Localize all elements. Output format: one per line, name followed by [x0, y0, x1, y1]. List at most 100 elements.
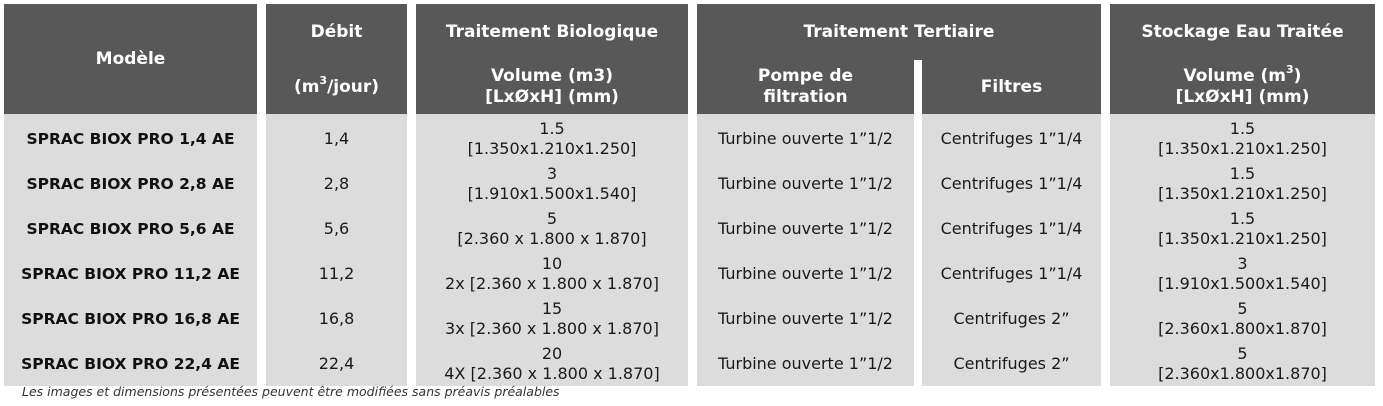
bio-volume: 15 [541, 298, 563, 318]
header-bio-sub-line1: Volume (m3) [490, 66, 614, 86]
bio-dimensions: [1.350x1.210x1.250] [467, 138, 637, 158]
bio-dimensions: 3x [2.360 x 1.800 x 1.870] [445, 318, 659, 338]
table-cell-model: SPRAC BIOX PRO 5,6 AE [4, 206, 257, 251]
table-cell-flow: 2,8 [266, 161, 407, 206]
storage-dimensions: [2.360x1.800x1.870] [1158, 318, 1327, 338]
table-cell-model: SPRAC BIOX PRO 22,4 AE [4, 341, 257, 386]
table-cell-sto: 1.5 [1.350x1.210x1.250] [1110, 206, 1375, 251]
table-cell-flow: 5,6 [266, 206, 407, 251]
table-cell-sto: 5 [2.360x1.800x1.870] [1110, 296, 1375, 341]
bio-volume: 10 [541, 253, 563, 273]
header-flow-title: Débit [266, 4, 407, 60]
pump-value: Turbine ouverte 1”1/2 [718, 308, 893, 328]
filters-value: Centrifuges 1”1/4 [940, 263, 1083, 283]
footnote: Les images et dimensions présentées peuv… [22, 384, 560, 399]
body-bio-column [416, 114, 688, 386]
table-cell-filters: Centrifuges 1”1/4 [922, 251, 1101, 296]
table-cell-filters: Centrifuges 1”1/4 [922, 161, 1101, 206]
header-flow-unit-label: (m3/jour) [293, 73, 380, 97]
bio-volume: 3 [546, 163, 558, 183]
body-pump-column [697, 114, 914, 386]
table-cell-bio: 20 4X [2.360 x 1.800 x 1.870] [416, 341, 688, 386]
model-value: SPRAC BIOX PRO 22,4 AE [21, 354, 240, 373]
table-cell-filters: Centrifuges 2” [922, 296, 1101, 341]
table-cell-flow: 16,8 [266, 296, 407, 341]
header-bio-sub: Volume (m3) [LxØxH] (mm) [416, 60, 688, 114]
flow-value: 1,4 [323, 128, 350, 148]
table-cell-bio: 10 2x [2.360 x 1.800 x 1.870] [416, 251, 688, 296]
header-model-label: Modèle [95, 48, 166, 69]
header-bio-title: Traitement Biologique [416, 4, 688, 60]
bio-dimensions: 4X [2.360 x 1.800 x 1.870] [444, 363, 660, 383]
body-flow-column [266, 114, 407, 386]
header-tertiary-title-label: Traitement Tertiaire [803, 21, 995, 42]
table-cell-pump: Turbine ouverte 1”1/2 [697, 116, 914, 161]
filters-value: Centrifuges 2” [953, 353, 1070, 373]
storage-dimensions: [1.350x1.210x1.250] [1158, 183, 1327, 203]
storage-volume: 1.5 [1229, 163, 1256, 183]
table-cell-filters: Centrifuges 1”1/4 [922, 206, 1101, 251]
storage-dimensions: [2.360x1.800x1.870] [1158, 363, 1327, 383]
pump-value: Turbine ouverte 1”1/2 [718, 128, 893, 148]
header-bio-sub-line2: [LxØxH] (mm) [485, 87, 619, 107]
table-cell-model: SPRAC BIOX PRO 1,4 AE [4, 116, 257, 161]
table-cell-pump: Turbine ouverte 1”1/2 [697, 251, 914, 296]
table-cell-flow: 11,2 [266, 251, 407, 296]
header-tertiary-title: Traitement Tertiaire [697, 4, 1101, 60]
header-filters-label: Filtres [980, 76, 1043, 97]
bio-dimensions: [2.360 x 1.800 x 1.870] [457, 228, 647, 248]
table-cell-pump: Turbine ouverte 1”1/2 [697, 161, 914, 206]
table-cell-pump: Turbine ouverte 1”1/2 [697, 206, 914, 251]
table-cell-model: SPRAC BIOX PRO 11,2 AE [4, 251, 257, 296]
model-value: SPRAC BIOX PRO 1,4 AE [26, 129, 235, 148]
bio-volume: 20 [541, 343, 563, 363]
table-cell-sto: 1.5 [1.350x1.210x1.250] [1110, 161, 1375, 206]
table-cell-bio: 5 [2.360 x 1.800 x 1.870] [416, 206, 688, 251]
filters-value: Centrifuges 1”1/4 [940, 218, 1083, 238]
table-cell-model: SPRAC BIOX PRO 2,8 AE [4, 161, 257, 206]
table-cell-filters: Centrifuges 2” [922, 341, 1101, 386]
header-storage-sub-line1: Volume (m3) [1183, 63, 1302, 86]
table-cell-bio: 3 [1.910x1.500x1.540] [416, 161, 688, 206]
table-cell-bio: 1.5 [1.350x1.210x1.250] [416, 116, 688, 161]
header-storage-sub: Volume (m3) [LxØxH] (mm) [1110, 60, 1375, 114]
flow-value: 22,4 [318, 353, 355, 373]
table-cell-sto: 5 [2.360x1.800x1.870] [1110, 341, 1375, 386]
filters-value: Centrifuges 2” [953, 308, 1070, 328]
storage-volume: 5 [1237, 343, 1248, 363]
model-value: SPRAC BIOX PRO 2,8 AE [26, 174, 235, 193]
header-pump-line2: filtration [763, 87, 848, 107]
header-bio-title-label: Traitement Biologique [445, 21, 659, 42]
header-storage-sub-line2: [LxØxH] (mm) [1175, 87, 1310, 107]
header-flow-unit: (m3/jour) [266, 60, 407, 114]
header-model: Modèle [4, 4, 257, 114]
table-cell-model: SPRAC BIOX PRO 16,8 AE [4, 296, 257, 341]
table-cell-filters: Centrifuges 1”1/4 [922, 116, 1101, 161]
storage-dimensions: [1.350x1.210x1.250] [1158, 138, 1327, 158]
storage-volume: 3 [1237, 253, 1248, 273]
header-filters: Filtres [922, 60, 1101, 114]
header-storage-title: Stockage Eau Traitée [1110, 4, 1375, 60]
pump-value: Turbine ouverte 1”1/2 [718, 173, 893, 193]
table-cell-sto: 3 [1.910x1.500x1.540] [1110, 251, 1375, 296]
flow-value: 16,8 [318, 308, 355, 328]
header-pump: Pompe de filtration [697, 60, 914, 114]
storage-dimensions: [1.910x1.500x1.540] [1158, 273, 1327, 293]
bio-dimensions: 2x [2.360 x 1.800 x 1.870] [445, 273, 659, 293]
bio-dimensions: [1.910x1.500x1.540] [467, 183, 637, 203]
bio-volume: 1.5 [539, 118, 565, 138]
pump-value: Turbine ouverte 1”1/2 [718, 263, 893, 283]
body-model-column [4, 114, 257, 386]
filters-value: Centrifuges 1”1/4 [940, 173, 1083, 193]
header-flow-title-label: Débit [310, 21, 363, 42]
storage-volume: 1.5 [1229, 208, 1256, 228]
bio-volume: 5 [546, 208, 558, 228]
table-cell-bio: 15 3x [2.360 x 1.800 x 1.870] [416, 296, 688, 341]
table-cell-pump: Turbine ouverte 1”1/2 [697, 296, 914, 341]
model-value: SPRAC BIOX PRO 11,2 AE [21, 264, 240, 283]
storage-volume: 1.5 [1229, 118, 1256, 138]
pump-value: Turbine ouverte 1”1/2 [718, 353, 893, 373]
model-value: SPRAC BIOX PRO 16,8 AE [21, 309, 240, 328]
header-pump-line1: Pompe de [757, 66, 854, 86]
body-filters-column [922, 114, 1101, 386]
